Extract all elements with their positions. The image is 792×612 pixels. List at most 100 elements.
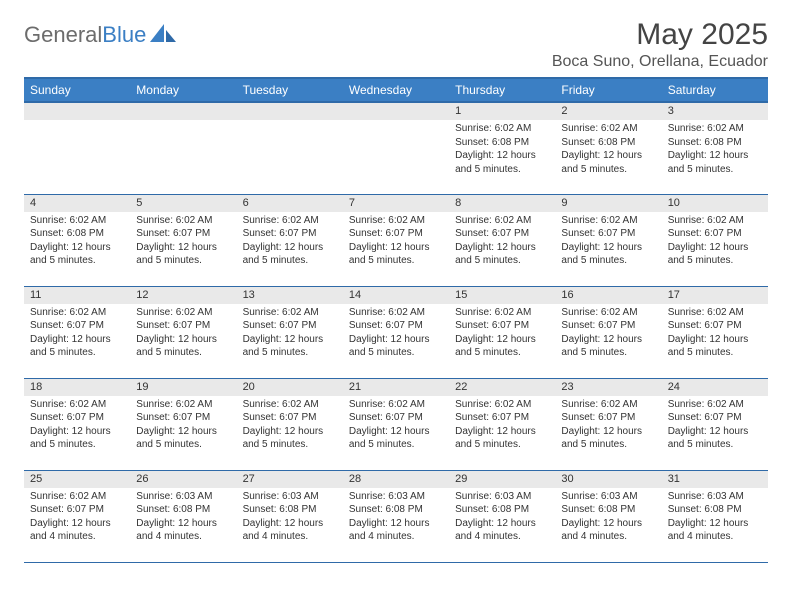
day-detail-line: Sunrise: 6:02 AM: [561, 122, 655, 136]
day-detail-line: Sunrise: 6:02 AM: [455, 306, 549, 320]
day-detail-line: Sunset: 6:08 PM: [455, 503, 549, 517]
day-detail-line: and 5 minutes.: [668, 346, 762, 360]
day-number: 13: [237, 287, 343, 304]
day-number: [130, 103, 236, 120]
day-detail-line: Sunrise: 6:02 AM: [668, 306, 762, 320]
day-detail-line: and 5 minutes.: [136, 254, 230, 268]
calendar-day-cell: 6Sunrise: 6:02 AMSunset: 6:07 PMDaylight…: [237, 194, 343, 286]
day-detail-line: and 5 minutes.: [243, 346, 337, 360]
day-number: 3: [662, 103, 768, 120]
calendar-day-cell: 8Sunrise: 6:02 AMSunset: 6:07 PMDaylight…: [449, 194, 555, 286]
day-detail-line: Sunset: 6:08 PM: [136, 503, 230, 517]
calendar-day-cell: 20Sunrise: 6:02 AMSunset: 6:07 PMDayligh…: [237, 378, 343, 470]
day-detail-line: Sunset: 6:07 PM: [243, 227, 337, 241]
logo-sail-icon: [150, 24, 176, 49]
day-detail-line: Sunrise: 6:02 AM: [561, 306, 655, 320]
day-header: Wednesday: [343, 78, 449, 102]
day-number: 5: [130, 195, 236, 212]
day-detail-line: and 5 minutes.: [136, 438, 230, 452]
day-details: Sunrise: 6:02 AMSunset: 6:07 PMDaylight:…: [662, 304, 768, 364]
day-detail-line: Daylight: 12 hours: [561, 241, 655, 255]
day-detail-line: and 4 minutes.: [455, 530, 549, 544]
day-number: [343, 103, 449, 120]
day-detail-line: Daylight: 12 hours: [349, 425, 443, 439]
day-detail-line: and 4 minutes.: [668, 530, 762, 544]
title-block: May 2025 Boca Suno, Orellana, Ecuador: [552, 18, 768, 71]
day-details: Sunrise: 6:03 AMSunset: 6:08 PMDaylight:…: [662, 488, 768, 548]
day-detail-line: Sunrise: 6:03 AM: [243, 490, 337, 504]
day-details: Sunrise: 6:02 AMSunset: 6:07 PMDaylight:…: [555, 396, 661, 456]
day-detail-line: Sunrise: 6:02 AM: [668, 122, 762, 136]
day-detail-line: and 5 minutes.: [349, 346, 443, 360]
calendar-day-cell: 31Sunrise: 6:03 AMSunset: 6:08 PMDayligh…: [662, 470, 768, 562]
day-details: Sunrise: 6:02 AMSunset: 6:07 PMDaylight:…: [343, 304, 449, 364]
day-detail-line: and 4 minutes.: [30, 530, 124, 544]
day-detail-line: Daylight: 12 hours: [455, 333, 549, 347]
calendar-day-cell: 12Sunrise: 6:02 AMSunset: 6:07 PMDayligh…: [130, 286, 236, 378]
day-details: Sunrise: 6:02 AMSunset: 6:07 PMDaylight:…: [237, 212, 343, 272]
calendar-day-cell: 30Sunrise: 6:03 AMSunset: 6:08 PMDayligh…: [555, 470, 661, 562]
day-number: 22: [449, 379, 555, 396]
day-number: 16: [555, 287, 661, 304]
day-detail-line: Sunset: 6:08 PM: [668, 503, 762, 517]
calendar-body: 1Sunrise: 6:02 AMSunset: 6:08 PMDaylight…: [24, 102, 768, 562]
day-header: Thursday: [449, 78, 555, 102]
day-detail-line: Sunset: 6:07 PM: [561, 227, 655, 241]
day-details: Sunrise: 6:02 AMSunset: 6:07 PMDaylight:…: [24, 488, 130, 548]
day-detail-line: Sunrise: 6:02 AM: [136, 214, 230, 228]
calendar-day-cell: 17Sunrise: 6:02 AMSunset: 6:07 PMDayligh…: [662, 286, 768, 378]
day-details: Sunrise: 6:02 AMSunset: 6:07 PMDaylight:…: [130, 396, 236, 456]
day-details: Sunrise: 6:02 AMSunset: 6:07 PMDaylight:…: [555, 304, 661, 364]
day-detail-line: Daylight: 12 hours: [243, 517, 337, 531]
day-detail-line: Sunrise: 6:02 AM: [668, 398, 762, 412]
day-details: Sunrise: 6:02 AMSunset: 6:07 PMDaylight:…: [130, 304, 236, 364]
day-detail-line: Sunset: 6:07 PM: [30, 411, 124, 425]
day-detail-line: and 4 minutes.: [349, 530, 443, 544]
day-header: Monday: [130, 78, 236, 102]
day-detail-line: Sunset: 6:07 PM: [455, 227, 549, 241]
calendar-day-cell: 3Sunrise: 6:02 AMSunset: 6:08 PMDaylight…: [662, 102, 768, 194]
day-detail-line: Daylight: 12 hours: [455, 149, 549, 163]
day-details: Sunrise: 6:02 AMSunset: 6:07 PMDaylight:…: [449, 396, 555, 456]
day-number: 20: [237, 379, 343, 396]
calendar-day-cell: 15Sunrise: 6:02 AMSunset: 6:07 PMDayligh…: [449, 286, 555, 378]
day-detail-line: Sunrise: 6:02 AM: [561, 214, 655, 228]
day-detail-line: and 5 minutes.: [668, 254, 762, 268]
day-detail-line: Sunset: 6:07 PM: [668, 319, 762, 333]
calendar-day-cell: 11Sunrise: 6:02 AMSunset: 6:07 PMDayligh…: [24, 286, 130, 378]
day-detail-line: Daylight: 12 hours: [561, 149, 655, 163]
day-detail-line: Sunset: 6:07 PM: [668, 411, 762, 425]
day-details: [343, 120, 449, 126]
day-detail-line: Sunrise: 6:03 AM: [561, 490, 655, 504]
day-detail-line: Sunrise: 6:02 AM: [349, 214, 443, 228]
day-number: [237, 103, 343, 120]
day-detail-line: Sunrise: 6:03 AM: [455, 490, 549, 504]
day-number: 21: [343, 379, 449, 396]
day-detail-line: and 5 minutes.: [455, 163, 549, 177]
day-detail-line: Daylight: 12 hours: [561, 425, 655, 439]
day-detail-line: Sunset: 6:07 PM: [349, 411, 443, 425]
day-detail-line: Daylight: 12 hours: [668, 333, 762, 347]
day-detail-line: Daylight: 12 hours: [561, 517, 655, 531]
calendar-day-cell: 24Sunrise: 6:02 AMSunset: 6:07 PMDayligh…: [662, 378, 768, 470]
day-details: Sunrise: 6:03 AMSunset: 6:08 PMDaylight:…: [130, 488, 236, 548]
day-detail-line: Daylight: 12 hours: [30, 333, 124, 347]
calendar-day-cell: 5Sunrise: 6:02 AMSunset: 6:07 PMDaylight…: [130, 194, 236, 286]
day-detail-line: Daylight: 12 hours: [561, 333, 655, 347]
day-detail-line: Sunrise: 6:02 AM: [349, 398, 443, 412]
day-number: 12: [130, 287, 236, 304]
day-detail-line: and 4 minutes.: [243, 530, 337, 544]
day-detail-line: Sunrise: 6:02 AM: [455, 122, 549, 136]
day-detail-line: Sunset: 6:07 PM: [668, 227, 762, 241]
calendar-day-cell: 2Sunrise: 6:02 AMSunset: 6:08 PMDaylight…: [555, 102, 661, 194]
day-details: Sunrise: 6:02 AMSunset: 6:07 PMDaylight:…: [24, 396, 130, 456]
day-details: Sunrise: 6:02 AMSunset: 6:07 PMDaylight:…: [555, 212, 661, 272]
day-detail-line: and 5 minutes.: [349, 438, 443, 452]
day-details: Sunrise: 6:02 AMSunset: 6:07 PMDaylight:…: [662, 396, 768, 456]
day-details: Sunrise: 6:03 AMSunset: 6:08 PMDaylight:…: [555, 488, 661, 548]
day-detail-line: and 5 minutes.: [455, 438, 549, 452]
day-details: Sunrise: 6:02 AMSunset: 6:07 PMDaylight:…: [343, 396, 449, 456]
day-number: 26: [130, 471, 236, 488]
day-details: [130, 120, 236, 126]
calendar-day-cell: 22Sunrise: 6:02 AMSunset: 6:07 PMDayligh…: [449, 378, 555, 470]
